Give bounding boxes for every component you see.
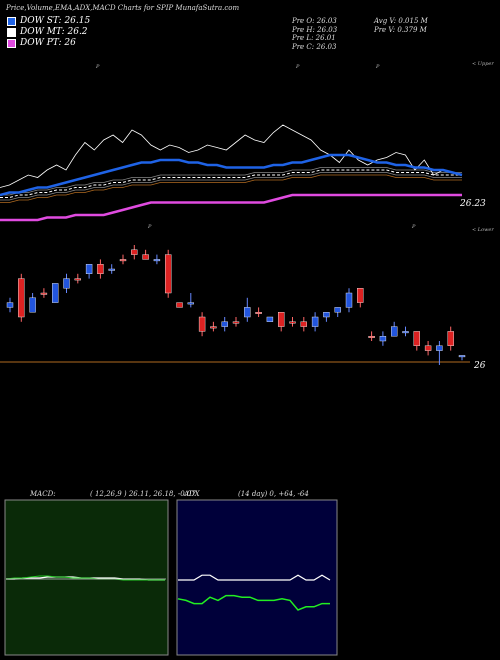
- lower-band-label: < Lower: [472, 227, 494, 233]
- candle-body: [345, 292, 353, 308]
- upper-band-label: < Upper: [472, 61, 494, 67]
- p-marker: P: [96, 64, 100, 70]
- candle-body: [266, 316, 274, 323]
- candle-body: [40, 292, 48, 295]
- pre-open: Pre O: 26.03: [292, 17, 337, 25]
- candle-body: [323, 312, 330, 318]
- legend-label-st: DOW ST: 26.15: [20, 16, 91, 26]
- pre-low: Pre L: 26.01: [292, 34, 336, 42]
- candle-body: [289, 321, 296, 324]
- macd-title: MACD:: [30, 490, 56, 498]
- candle-body: [29, 297, 36, 313]
- candle-body: [311, 316, 319, 327]
- legend-item-pt: DOW PT: 26: [7, 38, 90, 48]
- legend-swatch-mt: [7, 27, 16, 37]
- pre-high: Pre H: 26.03: [292, 25, 338, 34]
- p-marker: P: [148, 224, 152, 230]
- candle-body: [368, 336, 375, 338]
- pt-line: [0, 193, 462, 222]
- envelope-line: [0, 172, 462, 201]
- candle-body: [108, 268, 115, 271]
- volume-info: Avg V: 0.015 M Pre V: 0.379 M: [374, 17, 428, 34]
- candle-body: [402, 331, 409, 334]
- price-line: [0, 124, 463, 188]
- top-value-label: 26.23: [460, 199, 486, 209]
- candle-body: [187, 302, 195, 305]
- candle-body: [85, 264, 93, 275]
- candle-body: [334, 307, 341, 313]
- legend: DOW ST: 26.15 DOW MT: 26.2 DOW PT: 26: [7, 16, 90, 48]
- candle-body: [176, 302, 183, 308]
- candle-body: [447, 331, 454, 346]
- candle-body: [255, 312, 262, 314]
- legend-item-mt: DOW MT: 26.2: [7, 27, 90, 37]
- p-marker: P: [296, 64, 300, 70]
- p-marker: P: [376, 64, 380, 70]
- candle-body: [63, 278, 70, 289]
- adx-panel: [176, 499, 338, 656]
- candle-body: [458, 355, 466, 358]
- candle-body: [413, 331, 420, 346]
- adx-line: [178, 574, 331, 581]
- candle-body: [278, 312, 285, 327]
- candle-body: [97, 264, 104, 275]
- candle-body: [391, 326, 398, 337]
- candle-body: [379, 336, 387, 342]
- candle-body: [164, 254, 172, 294]
- candle-body: [436, 345, 443, 351]
- legend-swatch-pt: [7, 38, 16, 48]
- pre-close: Pre C: 26.03: [292, 42, 337, 51]
- adx-title: ADX: [184, 490, 200, 498]
- chart-title: Price,Volume,EMA,ADX,MACD Charts for SPI…: [6, 4, 240, 12]
- candle-body: [74, 278, 82, 281]
- legend-item-st: DOW ST: 26.15: [7, 16, 90, 26]
- avg-volume: Avg V: 0.015 M: [374, 17, 428, 25]
- macd-line: [5, 575, 165, 581]
- envelope-line: [0, 174, 462, 203]
- bottom-value-label: 26: [474, 361, 486, 371]
- candle-body: [221, 321, 228, 327]
- adx-params: (14 day) 0, +64, -64: [238, 490, 309, 498]
- candle-body: [244, 307, 251, 318]
- candle-body: [131, 249, 138, 255]
- legend-swatch-st: [7, 16, 16, 26]
- candle-body: [52, 283, 59, 303]
- candle-body: [424, 345, 432, 351]
- macd-params: ( 12,26,9 ) 26.11, 26.18, -0.07: [90, 490, 196, 498]
- candle-body: [210, 326, 217, 329]
- candle-body: [357, 288, 364, 303]
- envelope-line: [0, 167, 462, 196]
- legend-label-mt: DOW MT: 26.2: [20, 27, 88, 37]
- legend-label-pt: DOW PT: 26: [20, 38, 76, 48]
- candle-body: [153, 259, 161, 262]
- st-line: [0, 153, 463, 197]
- pre-volume: Pre V: 0.379 M: [374, 25, 427, 34]
- candle-body: [6, 302, 14, 308]
- candle-body: [119, 259, 127, 262]
- pre-market-ohlc: Pre O: 26.03 Pre H: 26.03 Pre L: 26.01 P…: [292, 17, 337, 51]
- candle-body: [198, 316, 206, 332]
- candle-body: [300, 321, 307, 327]
- adx-di-line: [177, 594, 330, 611]
- candle-body: [232, 321, 240, 324]
- candle-body: [18, 278, 25, 318]
- candle-body: [142, 254, 149, 260]
- p-marker: P: [412, 224, 416, 230]
